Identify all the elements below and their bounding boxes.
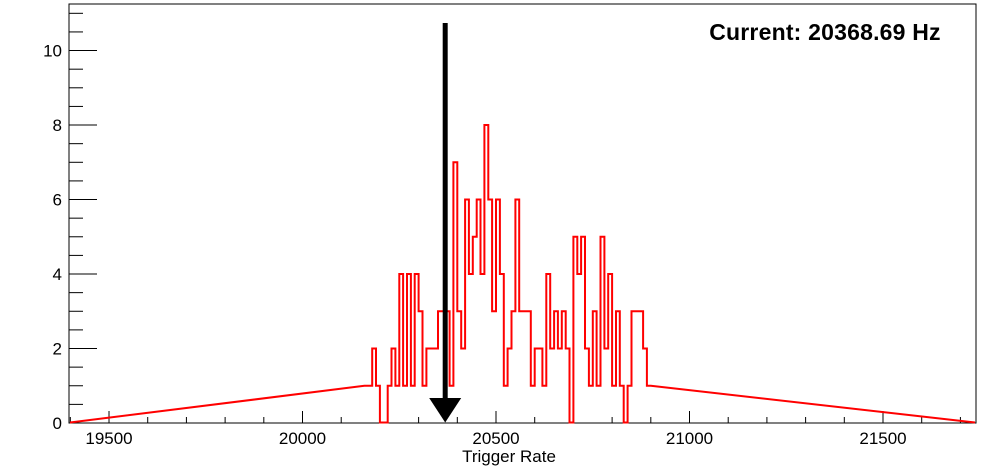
x-tick-label: 20000 bbox=[279, 429, 326, 448]
plot-frame bbox=[68, 3, 977, 424]
current-value-arrow-head bbox=[429, 398, 462, 423]
y-tick-label: 4 bbox=[53, 265, 62, 284]
x-tick-label: 19500 bbox=[85, 429, 132, 448]
y-tick-label: 10 bbox=[43, 42, 62, 61]
x-axis-title: Trigger Rate bbox=[462, 447, 556, 466]
y-tick-label: 2 bbox=[53, 340, 62, 359]
current-rate-label: Current: 20368.69 Hz bbox=[709, 19, 941, 45]
trigger-rate-histogram bbox=[69, 124, 976, 424]
y-tick-label: 8 bbox=[53, 116, 62, 135]
y-tick-label: 6 bbox=[53, 191, 62, 210]
x-tick-label: 21000 bbox=[666, 429, 713, 448]
x-tick-label: 21500 bbox=[859, 429, 906, 448]
y-tick-label: 0 bbox=[53, 414, 62, 433]
x-tick-label: 20500 bbox=[472, 429, 519, 448]
